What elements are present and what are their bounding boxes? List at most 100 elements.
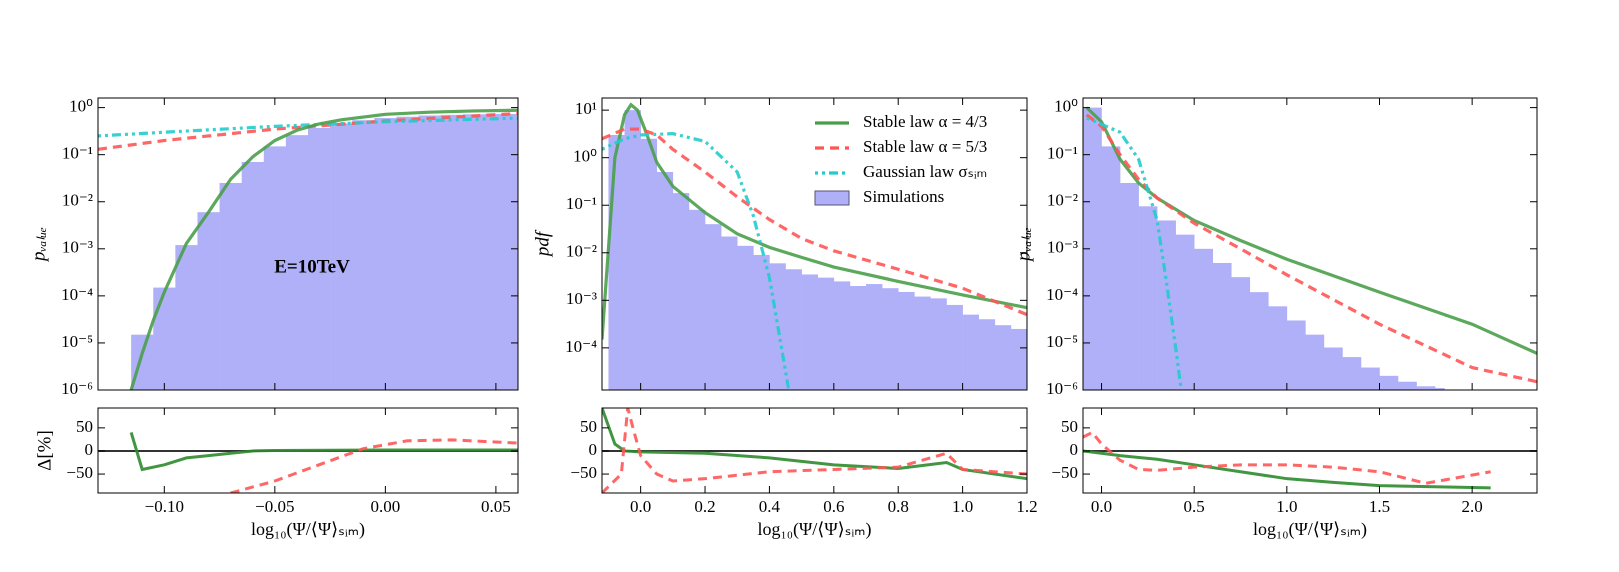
y-tick-label: 10⁻³ (62, 238, 93, 257)
y-tick-label: 10⁻⁶ (1046, 379, 1078, 398)
y-tick-label: 50 (76, 417, 93, 436)
x-tick-label: 0.00 (370, 497, 400, 516)
histogram-bar (1138, 206, 1158, 390)
histogram-bar (175, 245, 198, 390)
y-tick-label: 10⁻³ (566, 289, 597, 308)
histogram-bar (898, 291, 915, 390)
series-line (602, 132, 791, 390)
histogram-bar (462, 114, 486, 390)
legend-label: Stable law α = 5/3 (863, 137, 987, 156)
histogram-bar (1083, 107, 1102, 390)
y-tick-label: 10⁻⁵ (1046, 332, 1078, 351)
series-line (602, 102, 1027, 340)
histogram-bar (785, 269, 802, 390)
histogram-bar (153, 287, 176, 390)
y-tick-label: 0 (589, 440, 598, 459)
y-tick-label: 10⁰ (69, 97, 93, 116)
y-tick-label: 10⁻³ (1047, 238, 1078, 257)
y-tick-label: 10⁻⁶ (61, 379, 93, 398)
histogram-bar (1323, 347, 1343, 390)
series-line (1083, 449, 1491, 490)
x-tick-label: 0.6 (823, 497, 844, 516)
axes-frame (601, 97, 1028, 391)
y-tick-label: −50 (66, 463, 93, 482)
x-axis-label: log₁₀(Ψ/⟨Ψ⟩ₛᵢₘ) (251, 519, 365, 540)
series-line (602, 408, 1027, 481)
annotation: E=10TeV (274, 256, 350, 277)
histogram-bar (1416, 386, 1436, 390)
histogram-bar (1249, 292, 1269, 390)
histogram-bar (1342, 357, 1362, 390)
y-tick-label: 10⁻¹ (566, 194, 597, 213)
x-tick-label: 2.0 (1462, 497, 1483, 516)
histogram-bar (1175, 234, 1195, 390)
plot-area (1083, 106, 1537, 390)
histogram-bar (833, 281, 851, 390)
y-axis-label: pᵥₐₗᵤₑ (1013, 227, 1034, 263)
histogram-bar (946, 304, 963, 390)
histogram-bar (1120, 183, 1139, 390)
y-tick-label: 10⁻⁵ (61, 332, 93, 351)
histogram-bar (1435, 388, 1445, 390)
y-tick-label: 0 (1070, 440, 1079, 459)
histogram-bar (1010, 328, 1027, 390)
histogram-bar (640, 138, 658, 390)
histogram-bar (753, 254, 770, 390)
histogram-bar (440, 114, 464, 390)
histogram-bar (352, 120, 375, 390)
histogram-bar (263, 146, 287, 390)
plot-area (602, 408, 1027, 493)
histogram-bar (962, 314, 980, 390)
histogram-bar (308, 127, 331, 390)
x-tick-label: 0.5 (1184, 497, 1205, 516)
series-line (1085, 106, 1537, 355)
y-tick-label: 10¹ (575, 99, 597, 118)
histogram-bar (1379, 375, 1399, 390)
x-tick-label: 0.4 (759, 497, 781, 516)
series-line (1086, 116, 1183, 390)
y-tick-label: −50 (1051, 463, 1078, 482)
histogram-bar (1101, 146, 1121, 390)
x-tick-label: −0.10 (145, 497, 184, 516)
histogram-bar (721, 236, 738, 390)
histogram-bar (978, 319, 996, 390)
histogram-bar (1231, 277, 1251, 390)
histogram-bar (1305, 334, 1325, 390)
y-axis-label: Δ[%] (34, 430, 55, 471)
x-tick-label: 0.8 (888, 497, 909, 516)
histogram-bar (418, 115, 441, 390)
y-tick-label: 10⁻¹ (62, 144, 93, 163)
series-line (129, 432, 518, 472)
series-line (230, 438, 518, 493)
series-line (1085, 113, 1537, 384)
y-tick-label: 10⁻⁴ (565, 337, 597, 356)
plot-area (602, 102, 1027, 390)
histogram-bar (241, 161, 265, 390)
x-axis-label: log₁₀(Ψ/⟨Ψ⟩ₛᵢₘ) (757, 519, 871, 540)
series-line (129, 108, 518, 390)
y-tick-label: 10⁰ (573, 147, 597, 166)
histogram-bar (219, 183, 242, 390)
histogram-bar (882, 288, 899, 390)
y-tick-label: 10⁻⁴ (61, 285, 93, 304)
histogram-bar (705, 224, 722, 390)
y-tick-label: −50 (570, 463, 597, 482)
series-line (602, 127, 1027, 317)
histogram-bar (197, 212, 220, 390)
x-tick-label: 1.0 (1276, 497, 1297, 516)
series-line (98, 116, 518, 138)
axes-frame (1082, 97, 1538, 391)
histogram-bar (1212, 262, 1232, 390)
legend-label: Simulations (863, 187, 944, 206)
histogram-bar (737, 245, 754, 390)
histogram-bar (672, 193, 690, 390)
y-tick-label: 0 (85, 440, 94, 459)
y-tick-label: 10⁻⁴ (1046, 285, 1078, 304)
x-tick-label: −0.05 (255, 497, 294, 516)
y-tick-label: 10⁻² (566, 242, 597, 261)
histogram-bar (801, 274, 819, 390)
series-line (602, 408, 1027, 493)
histogram-bar (1194, 248, 1214, 390)
x-tick-label: 1.0 (952, 497, 973, 516)
